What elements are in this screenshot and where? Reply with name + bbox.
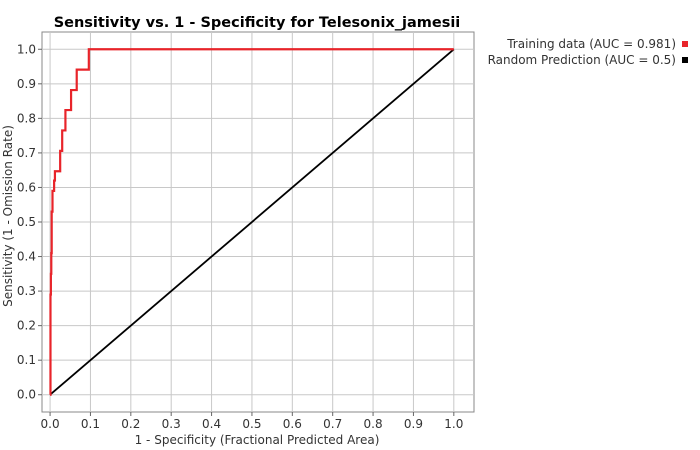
y-tick-label: 1.0 [17, 42, 36, 56]
x-axis-label: 1 - Specificity (Fractional Predicted Ar… [135, 433, 380, 447]
x-tick-label: 1.0 [444, 417, 463, 431]
legend: Training data (AUC = 0.981) Random Predi… [488, 36, 688, 68]
random-prediction-line [49, 48, 455, 396]
y-tick-label: 0.4 [17, 250, 36, 264]
x-tick-label: 0.3 [162, 417, 181, 431]
x-tick-label: 0.9 [404, 417, 423, 431]
y-tick-label: 0.9 [17, 77, 36, 91]
legend-label-random: Random Prediction (AUC = 0.5) [487, 53, 676, 67]
x-tick-label: 0.6 [283, 417, 302, 431]
x-axis-ticks: 0.0 0.1 0.2 0.3 0.4 0.5 0.6 0.7 0.8 0.9 1.0 [41, 412, 463, 431]
y-tick-label: 0.8 [17, 111, 36, 125]
x-tick-label: 0.5 [242, 417, 261, 431]
x-tick-label: 0.7 [323, 417, 342, 431]
y-axis-label: Sensitivity (1 - Omission Rate) [1, 125, 15, 307]
y-tick-label: 0.5 [17, 215, 36, 229]
x-tick-label: 0.1 [81, 417, 100, 431]
training-data-line [49, 48, 454, 396]
legend-item-training: Training data (AUC = 0.981) [488, 36, 688, 52]
legend-swatch-random [682, 57, 688, 63]
chart-title: Sensitivity vs. 1 - Specificity for Tele… [54, 15, 461, 31]
grid [42, 32, 474, 412]
series-lines [49, 48, 455, 396]
x-tick-label: 0.8 [364, 417, 383, 431]
y-tick-label: 0.7 [17, 146, 36, 160]
x-tick-label: 0.4 [202, 417, 221, 431]
y-tick-label: 0.3 [17, 284, 36, 298]
legend-swatch-training [682, 41, 688, 47]
legend-item-random: Random Prediction (AUC = 0.5) [488, 52, 688, 68]
y-axis-ticks: 0.0 0.1 0.2 0.3 0.4 0.5 0.6 0.7 0.8 0.9 1.0 [17, 42, 42, 402]
y-tick-label: 0.1 [17, 353, 36, 367]
y-tick-label: 0.2 [17, 319, 36, 333]
x-tick-label: 0.0 [41, 417, 60, 431]
y-tick-label: 0.0 [17, 388, 36, 402]
y-tick-label: 0.6 [17, 180, 36, 194]
x-tick-label: 0.2 [121, 417, 140, 431]
legend-label-training: Training data (AUC = 0.981) [507, 37, 676, 51]
